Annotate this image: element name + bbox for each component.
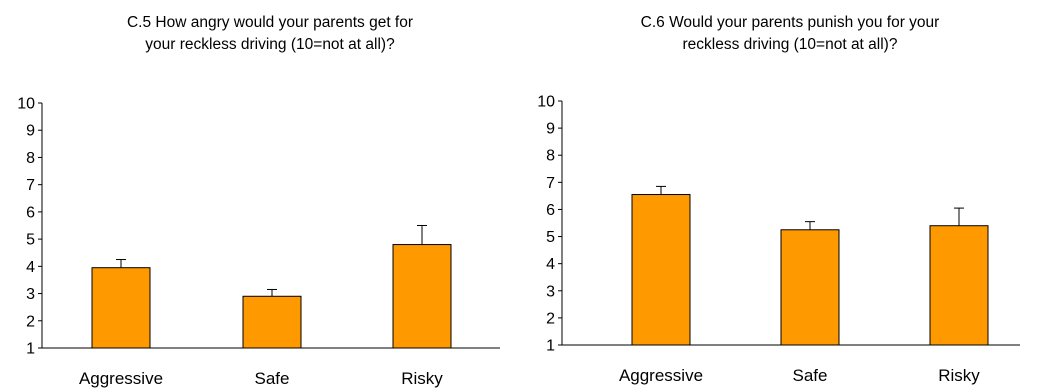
x-category-label: Risky	[938, 366, 980, 385]
chart-title-c5: C.5 How angry would your parents get for…	[40, 12, 500, 56]
y-tick-label: 1	[26, 341, 35, 358]
y-tick-label: 6	[26, 204, 35, 221]
y-tick-label: 8	[546, 148, 555, 165]
y-tick-label: 9	[546, 121, 555, 138]
y-tick-label: 4	[26, 259, 35, 276]
y-tick-label: 4	[546, 256, 555, 273]
x-category-label: Safe	[255, 369, 290, 388]
bar	[242, 295, 302, 349]
y-tick-label: 3	[26, 286, 35, 303]
chart-title-line2: reckless driving (10=not at all)?	[682, 36, 898, 53]
x-category-label: Aggressive	[619, 366, 703, 385]
bar	[392, 244, 452, 349]
bar-chart-c5: 1 2 3 4 5 6 7 8 9 10 Aggressive Safe Risky	[17, 96, 500, 388]
y-tick-label: 10	[537, 94, 555, 111]
bar	[91, 267, 151, 349]
chart-title-line1: C.6 Would your parents punish you for yo…	[640, 14, 940, 31]
y-tick-label: 7	[26, 177, 35, 194]
x-category-label: Aggressive	[79, 369, 163, 388]
x-category-label: Safe	[793, 366, 828, 385]
y-tick-label: 2	[546, 310, 555, 327]
chart-title-c6: C.6 Would your parents punish you for yo…	[560, 12, 1020, 56]
chart-title-line1: C.5 How angry would your parents get for	[126, 14, 414, 31]
x-category-label: Risky	[401, 369, 443, 388]
bar	[929, 225, 989, 346]
chart-title-line2: your reckless driving (10=not at all)?	[145, 36, 395, 53]
y-tick-label: 6	[546, 202, 555, 219]
y-tick-label: 3	[546, 283, 555, 300]
y-tick-label: 2	[26, 313, 35, 330]
y-tick-label: 9	[26, 123, 35, 140]
bar	[780, 229, 840, 346]
y-tick-label: 5	[546, 229, 555, 246]
bar-chart-c6: 1 2 3 4 5 6 7 8 9 10 Aggressive Safe Risky	[537, 94, 1020, 385]
y-tick-label: 1	[546, 338, 555, 355]
y-tick-label: 8	[26, 150, 35, 167]
y-tick-label: 7	[546, 175, 555, 192]
y-tick-label: 5	[26, 232, 35, 249]
y-tick-label: 10	[17, 96, 35, 113]
bar	[631, 194, 691, 346]
